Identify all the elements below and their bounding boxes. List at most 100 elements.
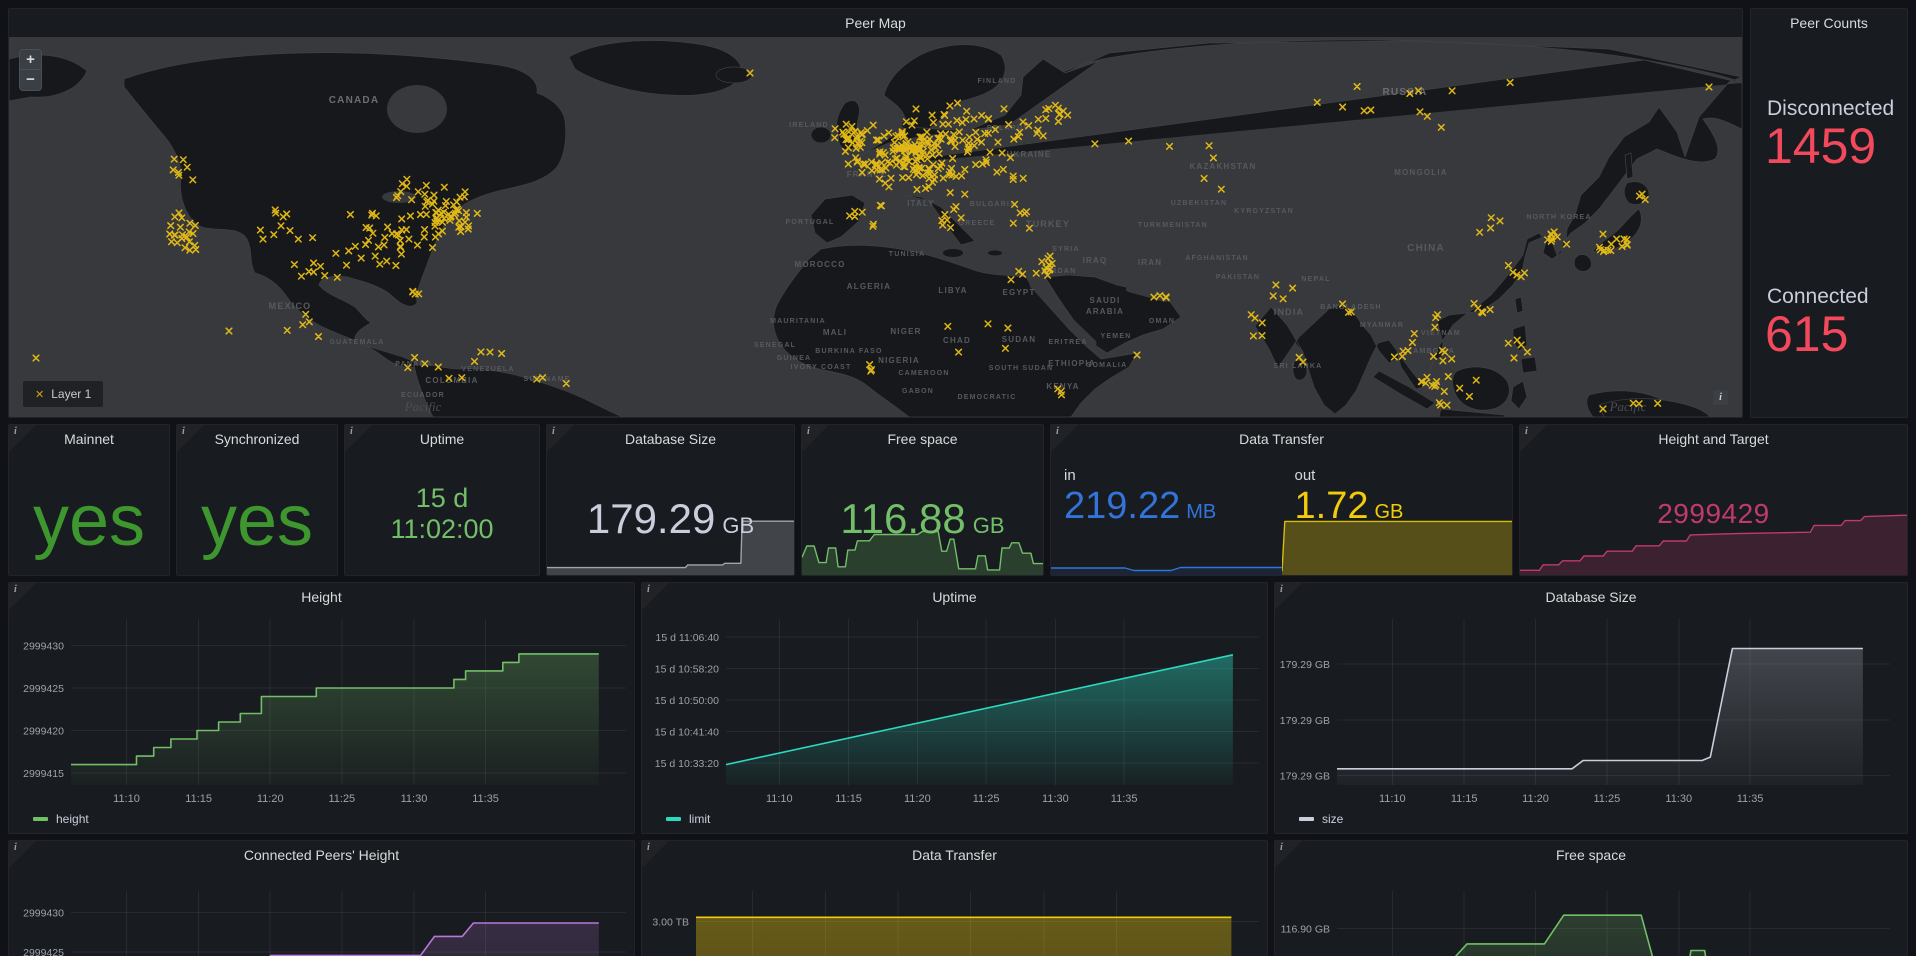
svg-text:2999420: 2999420 <box>23 726 64 738</box>
free-space-chart-title[interactable]: Free space <box>1555 847 1627 863</box>
data-transfer-in: in 219.22 MB <box>1051 425 1282 575</box>
panel-height-and-target-stat: i Height and Target 2999429 <box>1519 424 1908 576</box>
map-label: MYANMAR <box>1360 322 1404 329</box>
database-size-value: 179.29 GB <box>586 495 755 542</box>
database-size-sparkline <box>547 517 794 575</box>
svg-text:116.90 GB: 116.90 GB <box>1281 923 1330 935</box>
map-label: ETHIOPIA <box>1048 359 1095 368</box>
map-label: YEMEN <box>1101 333 1132 340</box>
map-layer-legend[interactable]: ✕ Layer 1 <box>23 381 104 407</box>
map-label: BELARUS <box>987 125 1029 132</box>
free-space-title[interactable]: Free space <box>887 431 958 447</box>
database-size-chart-plot[interactable]: 11:10 11:15 11:20 11:25 11:30 11:35 179.29 GB 1… <box>1275 583 1907 833</box>
legend-swatch <box>33 817 48 821</box>
map-label: BULGARIA <box>970 201 1017 208</box>
data-transfer-chart-plot[interactable]: 3.00 TB <box>642 841 1267 956</box>
database-size-title[interactable]: Database Size <box>624 431 717 447</box>
map-label: MAURITANIA <box>770 318 826 325</box>
map-label: KYRGYZSTAN <box>1234 208 1294 215</box>
map-label: SUDAN <box>1002 335 1036 344</box>
map-label: PORTUGAL <box>786 219 835 226</box>
map-label: ERITREA <box>1048 339 1087 346</box>
out-sparkline <box>1280 511 1512 575</box>
map-label: RUSSIA <box>1383 87 1428 98</box>
map-label: TURKEY <box>1026 219 1070 229</box>
height-chart-legend[interactable]: height <box>33 812 89 826</box>
svg-text:11:35: 11:35 <box>1737 793 1764 805</box>
panel-info-corner-icon[interactable]: i <box>9 841 36 868</box>
database-size-chart-title[interactable]: Database Size <box>1545 589 1637 605</box>
peer-counts-title[interactable]: Peer Counts <box>1790 15 1868 31</box>
uptime-title[interactable]: Uptime <box>419 431 465 447</box>
map-label: NEPAL <box>1301 276 1330 283</box>
panel-info-corner-icon[interactable]: i <box>177 425 204 452</box>
panel-info-corner-icon[interactable]: i <box>9 425 36 452</box>
panel-peer-counts: Peer Counts Disconnected 1459 Connected … <box>1750 8 1908 418</box>
legend-label: height <box>56 812 89 826</box>
layer-label: Layer 1 <box>51 387 92 401</box>
panel-info-corner-icon[interactable]: i <box>1520 425 1547 452</box>
height-chart-title[interactable]: Height <box>301 589 342 605</box>
map-zoom-out-button[interactable]: − <box>19 70 42 91</box>
panel-info-corner-icon[interactable]: i <box>9 583 36 610</box>
svg-text:11:20: 11:20 <box>257 793 284 805</box>
panel-data-transfer-chart: i Data Transfer 3.00 TB <box>641 840 1268 956</box>
panel-info-corner-icon[interactable]: i <box>802 425 829 452</box>
panel-info-corner-icon[interactable]: i <box>642 583 669 610</box>
uptime-chart-legend[interactable]: limit <box>666 812 710 826</box>
svg-text:15 d 10:41:40: 15 d 10:41:40 <box>655 727 719 739</box>
map-label: SURINAME <box>524 376 571 383</box>
map-label: OMAN <box>1149 318 1175 325</box>
panel-synchronized-stat: i Synchronized yes <box>176 424 338 576</box>
mainnet-title[interactable]: Mainnet <box>64 431 114 447</box>
map-label: SRI LANKA <box>1274 363 1323 370</box>
map-zoom-controls: + − <box>19 49 42 91</box>
svg-text:3.00 TB: 3.00 TB <box>652 916 689 928</box>
height-chart-plot[interactable]: 11:10 11:15 11:20 11:25 11:30 11:35 2999430 299… <box>9 583 634 833</box>
map-label: CAMBODIA <box>1407 348 1455 355</box>
panel-info-corner-icon[interactable]: i <box>547 425 574 452</box>
panel-info-corner-icon[interactable]: i <box>1051 425 1078 452</box>
uptime-value: 15 d 11:02:00 <box>345 483 539 545</box>
panel-info-corner-icon[interactable]: i <box>1275 841 1302 868</box>
data-transfer-chart-title[interactable]: Data Transfer <box>912 847 997 863</box>
database-size-chart-legend[interactable]: size <box>1299 812 1343 826</box>
map-label: SOMALIA <box>1087 362 1128 369</box>
connected-peers-height-title[interactable]: Connected Peers' Height <box>243 847 400 863</box>
panel-database-size-stat: i Database Size 179.29 GB <box>546 424 795 576</box>
synchronized-title[interactable]: Synchronized <box>214 431 300 447</box>
map-label: PAKISTAN <box>1216 274 1260 281</box>
panel-peer-map: Peer Map + − ✕ Layer 1 i RUSSIA CANADA KAZ… <box>8 8 1743 418</box>
peer-markers <box>32 69 1713 413</box>
db_size-svg: 11:10 11:15 11:20 11:25 11:30 11:35 179.29 GB 1… <box>1280 619 1890 805</box>
height-and-target-title[interactable]: Height and Target <box>1658 431 1769 447</box>
map-attribution-icon[interactable]: i <box>1713 390 1728 405</box>
panel-info-corner-icon[interactable]: i <box>642 841 669 868</box>
data-transfer-title[interactable]: Data Transfer <box>1239 431 1324 447</box>
svg-text:11:30: 11:30 <box>401 793 428 805</box>
hat-spark-svg <box>1520 514 1907 575</box>
world-map-svg[interactable]: RUSSIA CANADA KAZAKHSTAN MONGOLIA KYRGYZSTAN… <box>9 37 1742 417</box>
disconnected-value: 1459 <box>1765 118 1877 174</box>
world-map[interactable]: + − ✕ Layer 1 i RUSSIA CANADA KAZAKHSTAN MO… <box>9 37 1742 417</box>
panel-info-corner-icon[interactable]: i <box>1275 583 1302 610</box>
out-spark-svg <box>1280 520 1512 575</box>
peer-map-title[interactable]: Peer Map <box>845 15 906 31</box>
map-label: CANADA <box>329 95 380 106</box>
map-label: GREECE <box>959 220 996 227</box>
map-zoom-in-button[interactable]: + <box>19 49 42 70</box>
map-label: ECUADOR <box>401 392 445 399</box>
map-label: NIGER <box>890 327 921 336</box>
map-label: UZBEKISTAN <box>1171 200 1228 207</box>
connected-label: Connected <box>1767 285 1869 308</box>
free-space-chart-plot[interactable]: 116.90 GB <box>1275 841 1907 956</box>
svg-text:2999430: 2999430 <box>23 908 64 920</box>
svg-text:11:30: 11:30 <box>1665 793 1692 805</box>
uptime-chart-plot[interactable]: 11:10 11:15 11:20 11:25 11:30 11:35 15 d 11:06… <box>642 583 1267 833</box>
uptime-chart-title[interactable]: Uptime <box>932 589 977 605</box>
map-label: CHINA <box>1407 243 1445 254</box>
panel-info-corner-icon[interactable]: i <box>345 425 372 452</box>
connected-peers-height-plot[interactable]: 2999430 2999425 <box>9 841 634 956</box>
map-label: GUATEMALA <box>330 339 385 346</box>
